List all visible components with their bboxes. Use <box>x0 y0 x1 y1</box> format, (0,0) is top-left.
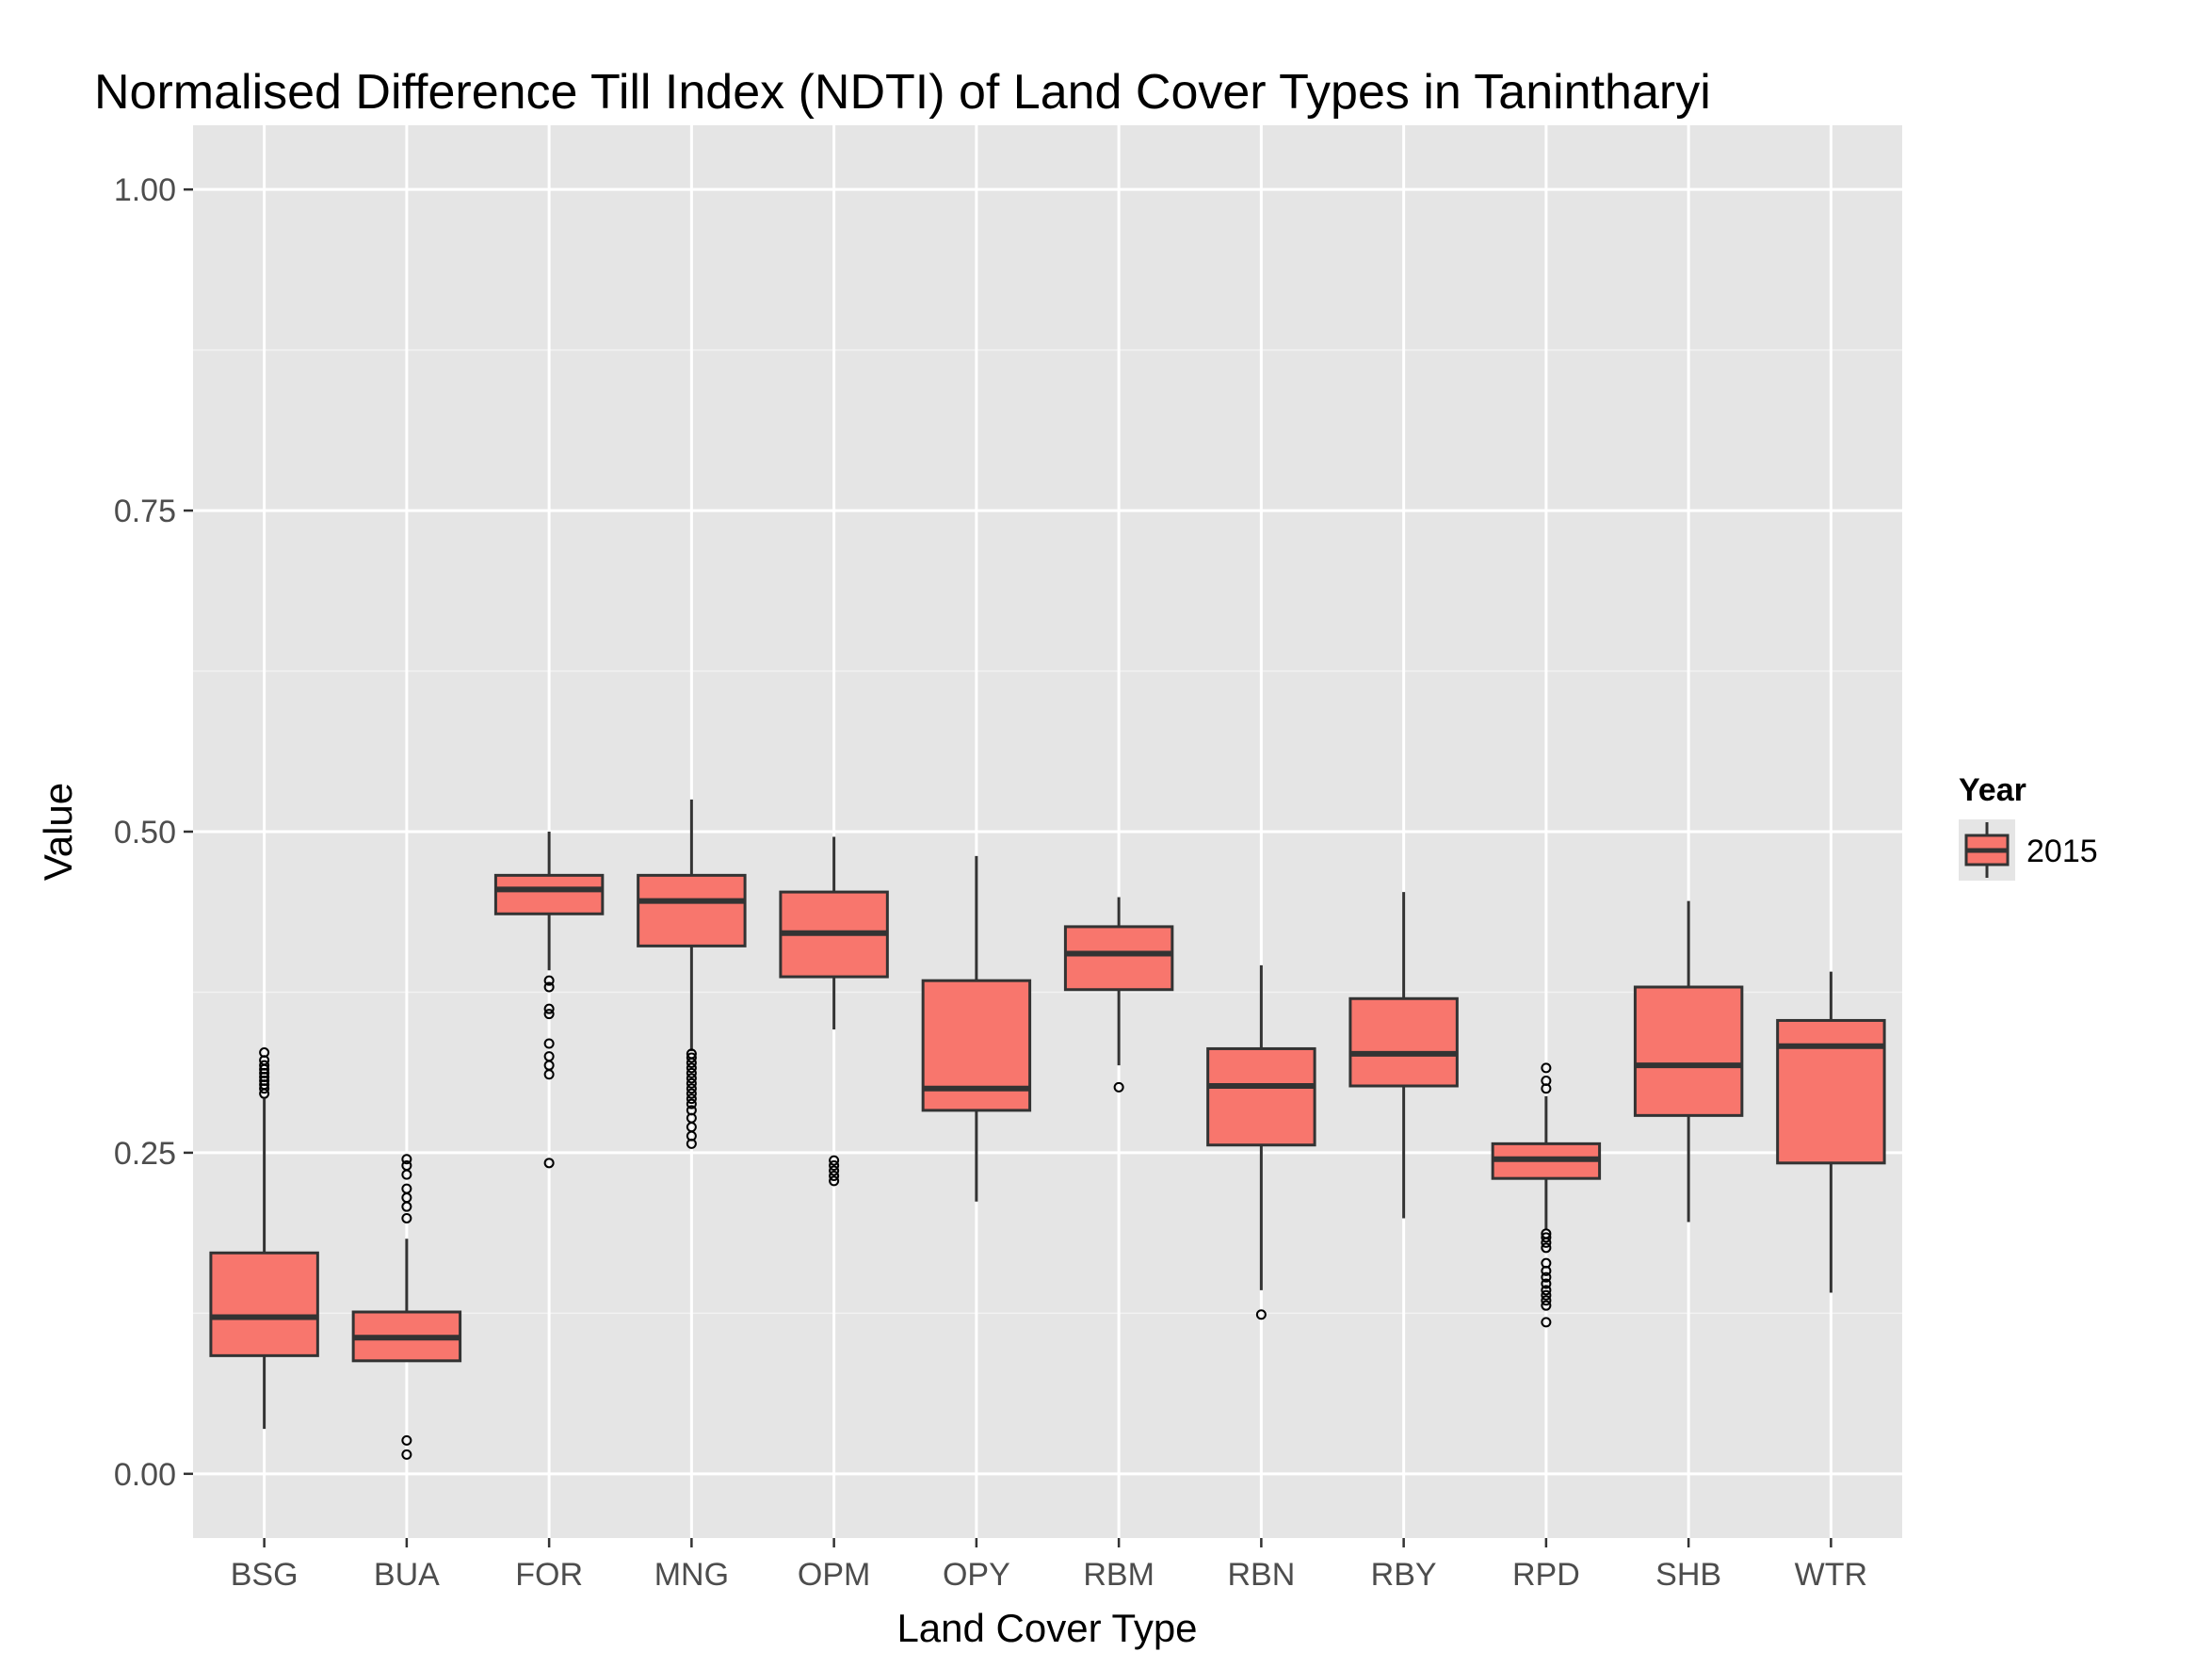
box-body <box>1206 1046 1316 1147</box>
outlier-point <box>1541 1278 1552 1289</box>
outlier-point <box>1255 1309 1267 1320</box>
outlier-point <box>401 1154 412 1165</box>
x-tick-label: OPM <box>798 1557 870 1593</box>
outlier-point <box>543 1051 555 1062</box>
outlier-point <box>401 1212 412 1223</box>
y-tick-label: 0.75 <box>114 494 176 529</box>
box-rbm <box>1063 897 1174 1093</box>
x-tick-label: OPY <box>943 1557 1010 1593</box>
x-tick-label: RPD <box>1512 1557 1580 1593</box>
outlier-point <box>401 1160 412 1172</box>
outlier-point <box>401 1434 412 1446</box>
outlier-point <box>686 1105 697 1116</box>
y-axis-title: Value <box>36 783 80 881</box>
box-body <box>637 873 747 947</box>
outlier-point <box>1541 1242 1552 1254</box>
box-body <box>493 873 605 915</box>
outlier-point <box>1113 1081 1124 1093</box>
box-body <box>209 1251 319 1357</box>
outlier-point <box>543 1038 555 1049</box>
x-tick-label: FOR <box>515 1557 583 1593</box>
box-bua <box>351 1154 462 1460</box>
outlier-point <box>829 1155 840 1166</box>
x-tick-label: SHB <box>1655 1557 1721 1593</box>
chart-title: Normalised Difference Till Index (NDTI) … <box>94 65 1711 120</box>
box-opm <box>779 836 889 1187</box>
outlier-point <box>401 1449 412 1460</box>
outlier-point <box>686 1067 697 1078</box>
x-tick-label: MNG <box>654 1557 729 1593</box>
x-axis-title: Land Cover Type <box>896 1606 1197 1650</box>
y-tick-label: 1.00 <box>114 172 176 208</box>
box-body <box>1633 985 1744 1117</box>
box-bsg <box>209 1047 319 1430</box>
outlier-point <box>686 1093 697 1105</box>
outlier-point <box>1541 1285 1552 1296</box>
outlier-point <box>543 1003 555 1014</box>
y-axis: 0.00 0.25 0.50 0.75 1.00 <box>114 172 193 1493</box>
outlier-point <box>686 1077 697 1089</box>
outlier-point <box>259 1047 270 1059</box>
outlier-point <box>259 1060 270 1071</box>
legend: Year 2015 <box>1959 772 2098 881</box>
outlier-point <box>1541 1076 1552 1087</box>
outlier-point <box>1541 1228 1552 1239</box>
x-tick-label: BSG <box>231 1557 299 1593</box>
outlier-point <box>1541 1295 1552 1306</box>
outlier-point <box>686 1048 697 1060</box>
box-opy <box>921 855 1032 1202</box>
y-tick-label: 0.50 <box>114 815 176 850</box>
box-shb <box>1633 900 1744 1223</box>
box-rby <box>1348 892 1459 1219</box>
x-tick-label: WTR <box>1795 1557 1867 1593</box>
box-rpd <box>1491 1062 1602 1328</box>
outlier-point <box>1541 1257 1552 1269</box>
outlier-point <box>686 1098 697 1109</box>
box-body <box>1348 996 1459 1088</box>
x-tick-label: RBY <box>1371 1557 1437 1593</box>
outlier-point <box>1541 1289 1552 1301</box>
box-wtr <box>1776 971 1886 1293</box>
outlier-point <box>829 1160 840 1172</box>
outlier-point <box>1541 1232 1552 1243</box>
outlier-point <box>829 1170 840 1181</box>
outlier-point <box>543 975 555 986</box>
outlier-point <box>686 1088 697 1099</box>
outlier-point <box>1541 1062 1552 1074</box>
outlier-point <box>1541 1271 1552 1283</box>
boxes <box>209 799 1886 1460</box>
outlier-point <box>686 1052 697 1063</box>
outlier-point <box>829 1165 840 1176</box>
legend-label-2015: 2015 <box>2026 834 2098 869</box>
outlier-point <box>686 1073 697 1084</box>
outlier-point <box>686 1083 697 1094</box>
box-for <box>493 832 605 1169</box>
outlier-point <box>1541 1300 1552 1311</box>
x-tick-label: BUA <box>374 1557 440 1593</box>
box-body <box>1776 1018 1886 1165</box>
y-tick-label: 0.25 <box>114 1136 176 1172</box>
y-tick-label: 0.00 <box>114 1457 176 1493</box>
box-body <box>1063 925 1174 992</box>
outlier-point <box>543 1009 555 1020</box>
outlier-point <box>543 981 555 993</box>
x-tick-label: RBM <box>1083 1557 1154 1593</box>
outlier-point <box>1541 1317 1552 1328</box>
x-tick-label: RBN <box>1227 1557 1295 1593</box>
outlier-point <box>829 1175 840 1187</box>
outlier-point <box>686 1062 697 1074</box>
outlier-point <box>543 1158 555 1169</box>
box-mng <box>637 799 747 1149</box>
box-rbn <box>1206 964 1316 1320</box>
x-axis: BSG BUA FOR MNG OPM OPY RBM RBN RBY RPD SHB WTR <box>231 1538 1867 1593</box>
legend-title: Year <box>1959 772 2026 808</box>
outlier-point <box>401 1183 412 1194</box>
